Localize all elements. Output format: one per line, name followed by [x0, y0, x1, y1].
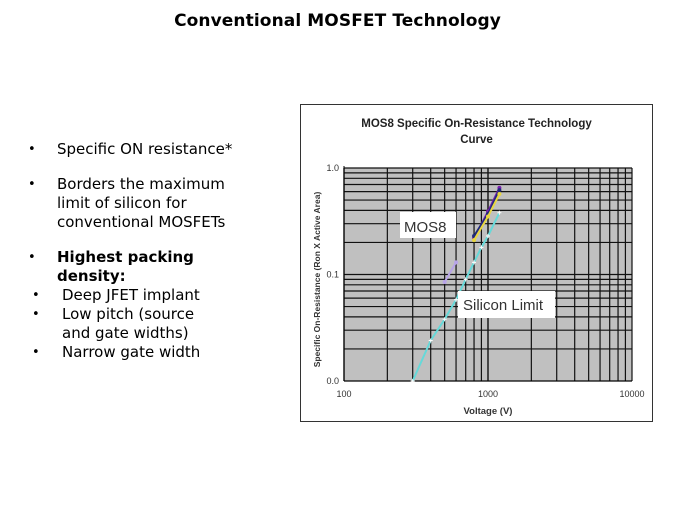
bullet-text-line: limit of silicon for [57, 194, 187, 212]
sub-bullet-text: Deep JFET implant [62, 286, 200, 304]
data-point-marker [410, 379, 415, 383]
y-tick-label: 0.1 [326, 270, 339, 280]
sub-bullet-text: Narrow gate width [62, 343, 201, 361]
bullet-glyph: • [28, 142, 36, 157]
bullet-text-line: density: [57, 267, 126, 285]
bullet-text-line: Borders the maximum [57, 175, 225, 193]
data-point-marker [497, 210, 502, 215]
data-point-marker [454, 260, 459, 265]
annotation-box [458, 291, 555, 318]
annotation-mos8: MOS8 [404, 219, 447, 236]
x-axis-label: Voltage (V) [464, 406, 513, 417]
bullet-glyph: • [32, 288, 40, 303]
data-point-marker [497, 191, 502, 196]
axis-labels: 100 1000 10000 1.0 0.1 0.0 Voltage (V) Specific… [312, 163, 645, 417]
bullet-item: • Borders the maximum limit of silicon f… [28, 175, 288, 232]
data-point-marker [497, 188, 502, 193]
data-point-marker [442, 280, 447, 285]
bullet-text-line: conventional MOSFETs [57, 213, 226, 231]
chart-plot: 100 1000 10000 1.0 0.1 0.0 Voltage (V) Specific… [312, 163, 645, 417]
chart-frame: MOS8 Specific On-Resistance Technology C… [300, 104, 653, 422]
sub-bullet-item: • Deep JFET implant [28, 286, 288, 305]
data-point-marker [428, 338, 433, 343]
data-point-marker [486, 233, 490, 238]
data-point-marker [472, 238, 477, 243]
data-point-marker [463, 277, 468, 282]
plot-grid [343, 166, 633, 382]
y-axis-label: Specific On-Resistance (Ron X Active Are… [312, 192, 322, 368]
bullet-list: • Specific ON resistance* • Borders the … [28, 140, 288, 362]
bullet-glyph: • [28, 250, 36, 265]
x-tick-label: 100 [336, 389, 351, 399]
y-tick-label: 0.0 [326, 376, 339, 386]
series-line [443, 261, 457, 283]
sub-bullet-text: and gate widths) [62, 324, 189, 342]
x-tick-label: 10000 [619, 389, 644, 399]
x-tick-label: 1000 [478, 389, 498, 399]
data-point-marker [486, 214, 490, 219]
bullet-glyph: • [28, 177, 36, 192]
slide-title: Conventional MOSFET Technology [174, 11, 501, 31]
annotation-box [400, 212, 456, 238]
annotation-silicon-limit: Silicon Limit [463, 297, 544, 314]
bullet-text: Specific ON resistance* [57, 140, 233, 158]
y-tick-label: 1.0 [326, 163, 339, 173]
bullet-item: • Specific ON resistance* [28, 140, 288, 159]
data-point-marker [454, 297, 459, 302]
data-point-marker [442, 317, 447, 322]
data-point-marker [472, 260, 477, 265]
data-point-marker [479, 245, 484, 250]
chart-title-line: Curve [460, 134, 493, 146]
chart-title: MOS8 Specific On-Resistance Technology C… [301, 116, 652, 148]
bullet-glyph: • [32, 307, 40, 322]
bullet-item: • Highest packing density: [28, 248, 288, 286]
bullet-text-line: Highest packing [57, 248, 194, 266]
bullet-glyph: • [32, 345, 40, 360]
sub-bullet-text: Low pitch (source [62, 305, 195, 323]
chart-title-line: MOS8 Specific On-Resistance Technology [361, 118, 592, 130]
sub-bullet-item: • Low pitch (source and gate widths) [28, 305, 288, 343]
plot-series [410, 185, 502, 383]
chart-annotations: MOS8 Silicon Limit [400, 212, 555, 318]
sub-bullet-item: • Narrow gate width [28, 343, 288, 362]
